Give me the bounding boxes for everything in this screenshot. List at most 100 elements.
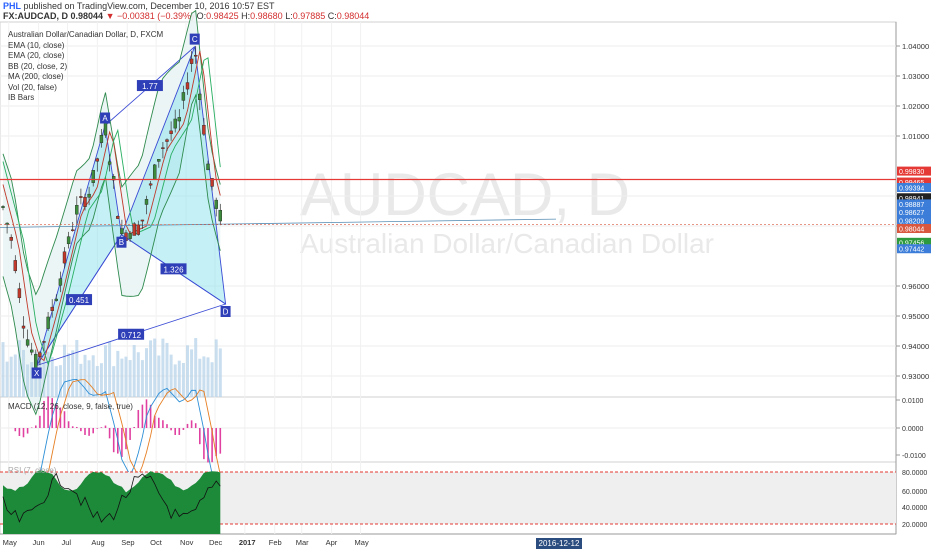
volume-bar [104, 345, 107, 397]
legend-item[interactable]: IB Bars [8, 93, 35, 102]
macd-indicator: 0.0100 0.0000 -0.0100 [0, 379, 926, 507]
candle-body [75, 205, 79, 215]
candle-body [107, 161, 112, 165]
candle-body [79, 196, 83, 198]
bollinger-upper-line [2, 9, 221, 296]
volume-bar [177, 360, 181, 397]
volume-bar [173, 364, 177, 397]
open-label: O: [196, 11, 207, 21]
candle-body [103, 122, 108, 136]
legend-item[interactable]: Australian Dollar/Canadian Dollar, D, FX… [8, 30, 164, 39]
high-label: H: [241, 11, 251, 21]
ratio-box [136, 80, 163, 92]
candle-body [9, 237, 13, 241]
time-tick-label: Jun [33, 538, 45, 547]
time-tick-label: Apr [326, 538, 338, 547]
volume-bar [157, 355, 161, 397]
macd-label[interactable]: MACD (12, 26, close, 9, false, true) [8, 402, 133, 411]
candle-body [218, 209, 223, 222]
macd-tick-label: -0.0100 [902, 453, 926, 460]
price-tag-box [897, 177, 931, 187]
legend-item[interactable]: MA (200, close) [8, 72, 64, 81]
legend-item[interactable]: EMA (10, close) [8, 40, 65, 50]
volume-bar [26, 364, 30, 397]
volume-bar [63, 344, 66, 397]
pattern-point-label: D [223, 308, 229, 317]
pattern-point-label: B [119, 238, 124, 247]
price-tags: 0.998300.994650.993940.989410.988870.986… [897, 166, 931, 254]
pattern-point-box [31, 367, 42, 379]
time-tick-label: Sep [121, 538, 134, 547]
brand-logo[interactable]: PHL [3, 1, 21, 11]
time-tick-label: May [3, 538, 17, 547]
legend-item[interactable]: Vol (20, false) [8, 82, 57, 92]
pattern-point-box [116, 236, 127, 248]
ratio-label: 1.326 [164, 265, 185, 274]
volume-bar [149, 340, 153, 397]
volume-bar [9, 356, 13, 397]
macd-tick-label: 0.0000 [902, 426, 924, 433]
legend-item[interactable]: EMA (20, close) [8, 51, 65, 60]
price-tag-box [897, 237, 931, 247]
ema20-line [2, 57, 221, 366]
volume-bar [42, 354, 46, 397]
low-value: 0.97885 [292, 11, 326, 21]
price-tag-label: 0.98941 [899, 196, 924, 203]
volume-bar [54, 366, 58, 397]
time-axis[interactable]: May Jun Jul Aug Sep Oct Nov Dec 2017 Feb Mar Apr May [3, 538, 369, 547]
candle-body [198, 93, 202, 100]
volume-bar [50, 357, 54, 397]
volume-bar [194, 338, 198, 397]
harmonic-pattern[interactable] [36, 46, 227, 366]
pattern-labels[interactable]: X A B C D 0.451 1.77 1.326 0.712 [31, 33, 231, 379]
price-tick-label: 1.02000 [902, 102, 929, 111]
volume-bar [153, 338, 157, 397]
candle-body [136, 224, 141, 235]
candle-body [144, 199, 149, 205]
ratio-box [118, 328, 145, 340]
candlesticks [1, 45, 223, 372]
horizontal-levels[interactable] [0, 178, 896, 226]
publish-line: PHL published on TradingView.com, Decemb… [3, 1, 275, 11]
date-flag: 2016-12-12 [536, 538, 582, 549]
price-tag-box [897, 224, 931, 233]
volume-bar [30, 362, 34, 397]
time-tick-label: Aug [91, 538, 104, 547]
pattern-point-label: X [34, 369, 40, 378]
candle-body [5, 222, 9, 225]
volume-bar [206, 357, 210, 397]
rsi-tick-label: 40.0000 [902, 505, 927, 512]
volume-bar [210, 362, 214, 397]
candle-body [13, 260, 18, 272]
time-tick-label: Nov [180, 538, 194, 547]
candle-body [210, 178, 214, 187]
candle-body [189, 58, 194, 64]
rsi-label[interactable]: RSI (7, close) [8, 466, 57, 475]
volume-bar [95, 366, 99, 397]
macd-panel [0, 396, 897, 463]
legend-item[interactable]: BB (20, close, 2) [8, 61, 68, 71]
pattern-point-box [220, 306, 231, 317]
pattern-point-box [189, 33, 200, 45]
candle-body [185, 82, 190, 90]
volume-bar [145, 348, 148, 397]
candle-body [30, 349, 34, 353]
candle-body [42, 341, 46, 343]
volume-bars [1, 338, 222, 397]
price-tag-label: 0.97442 [899, 247, 924, 254]
volume-bar [71, 350, 75, 397]
candle-body [161, 147, 165, 149]
price-tag-box [897, 183, 931, 192]
quote-line: FX:AUDCAD, D 0.98044 ▼ −0.00381 (−0.39%)… [3, 11, 369, 21]
symbol-label[interactable]: FX:AUDCAD, D [3, 11, 68, 21]
candle-body [206, 163, 210, 171]
volume-bar [83, 354, 87, 397]
volume-bar [165, 342, 169, 397]
volume-bar [214, 339, 218, 397]
price-tag-box [897, 215, 931, 225]
time-tick-label: Feb [269, 538, 282, 547]
candle-body [181, 92, 186, 101]
volume-bar [120, 358, 124, 397]
volume-bar [124, 356, 128, 397]
